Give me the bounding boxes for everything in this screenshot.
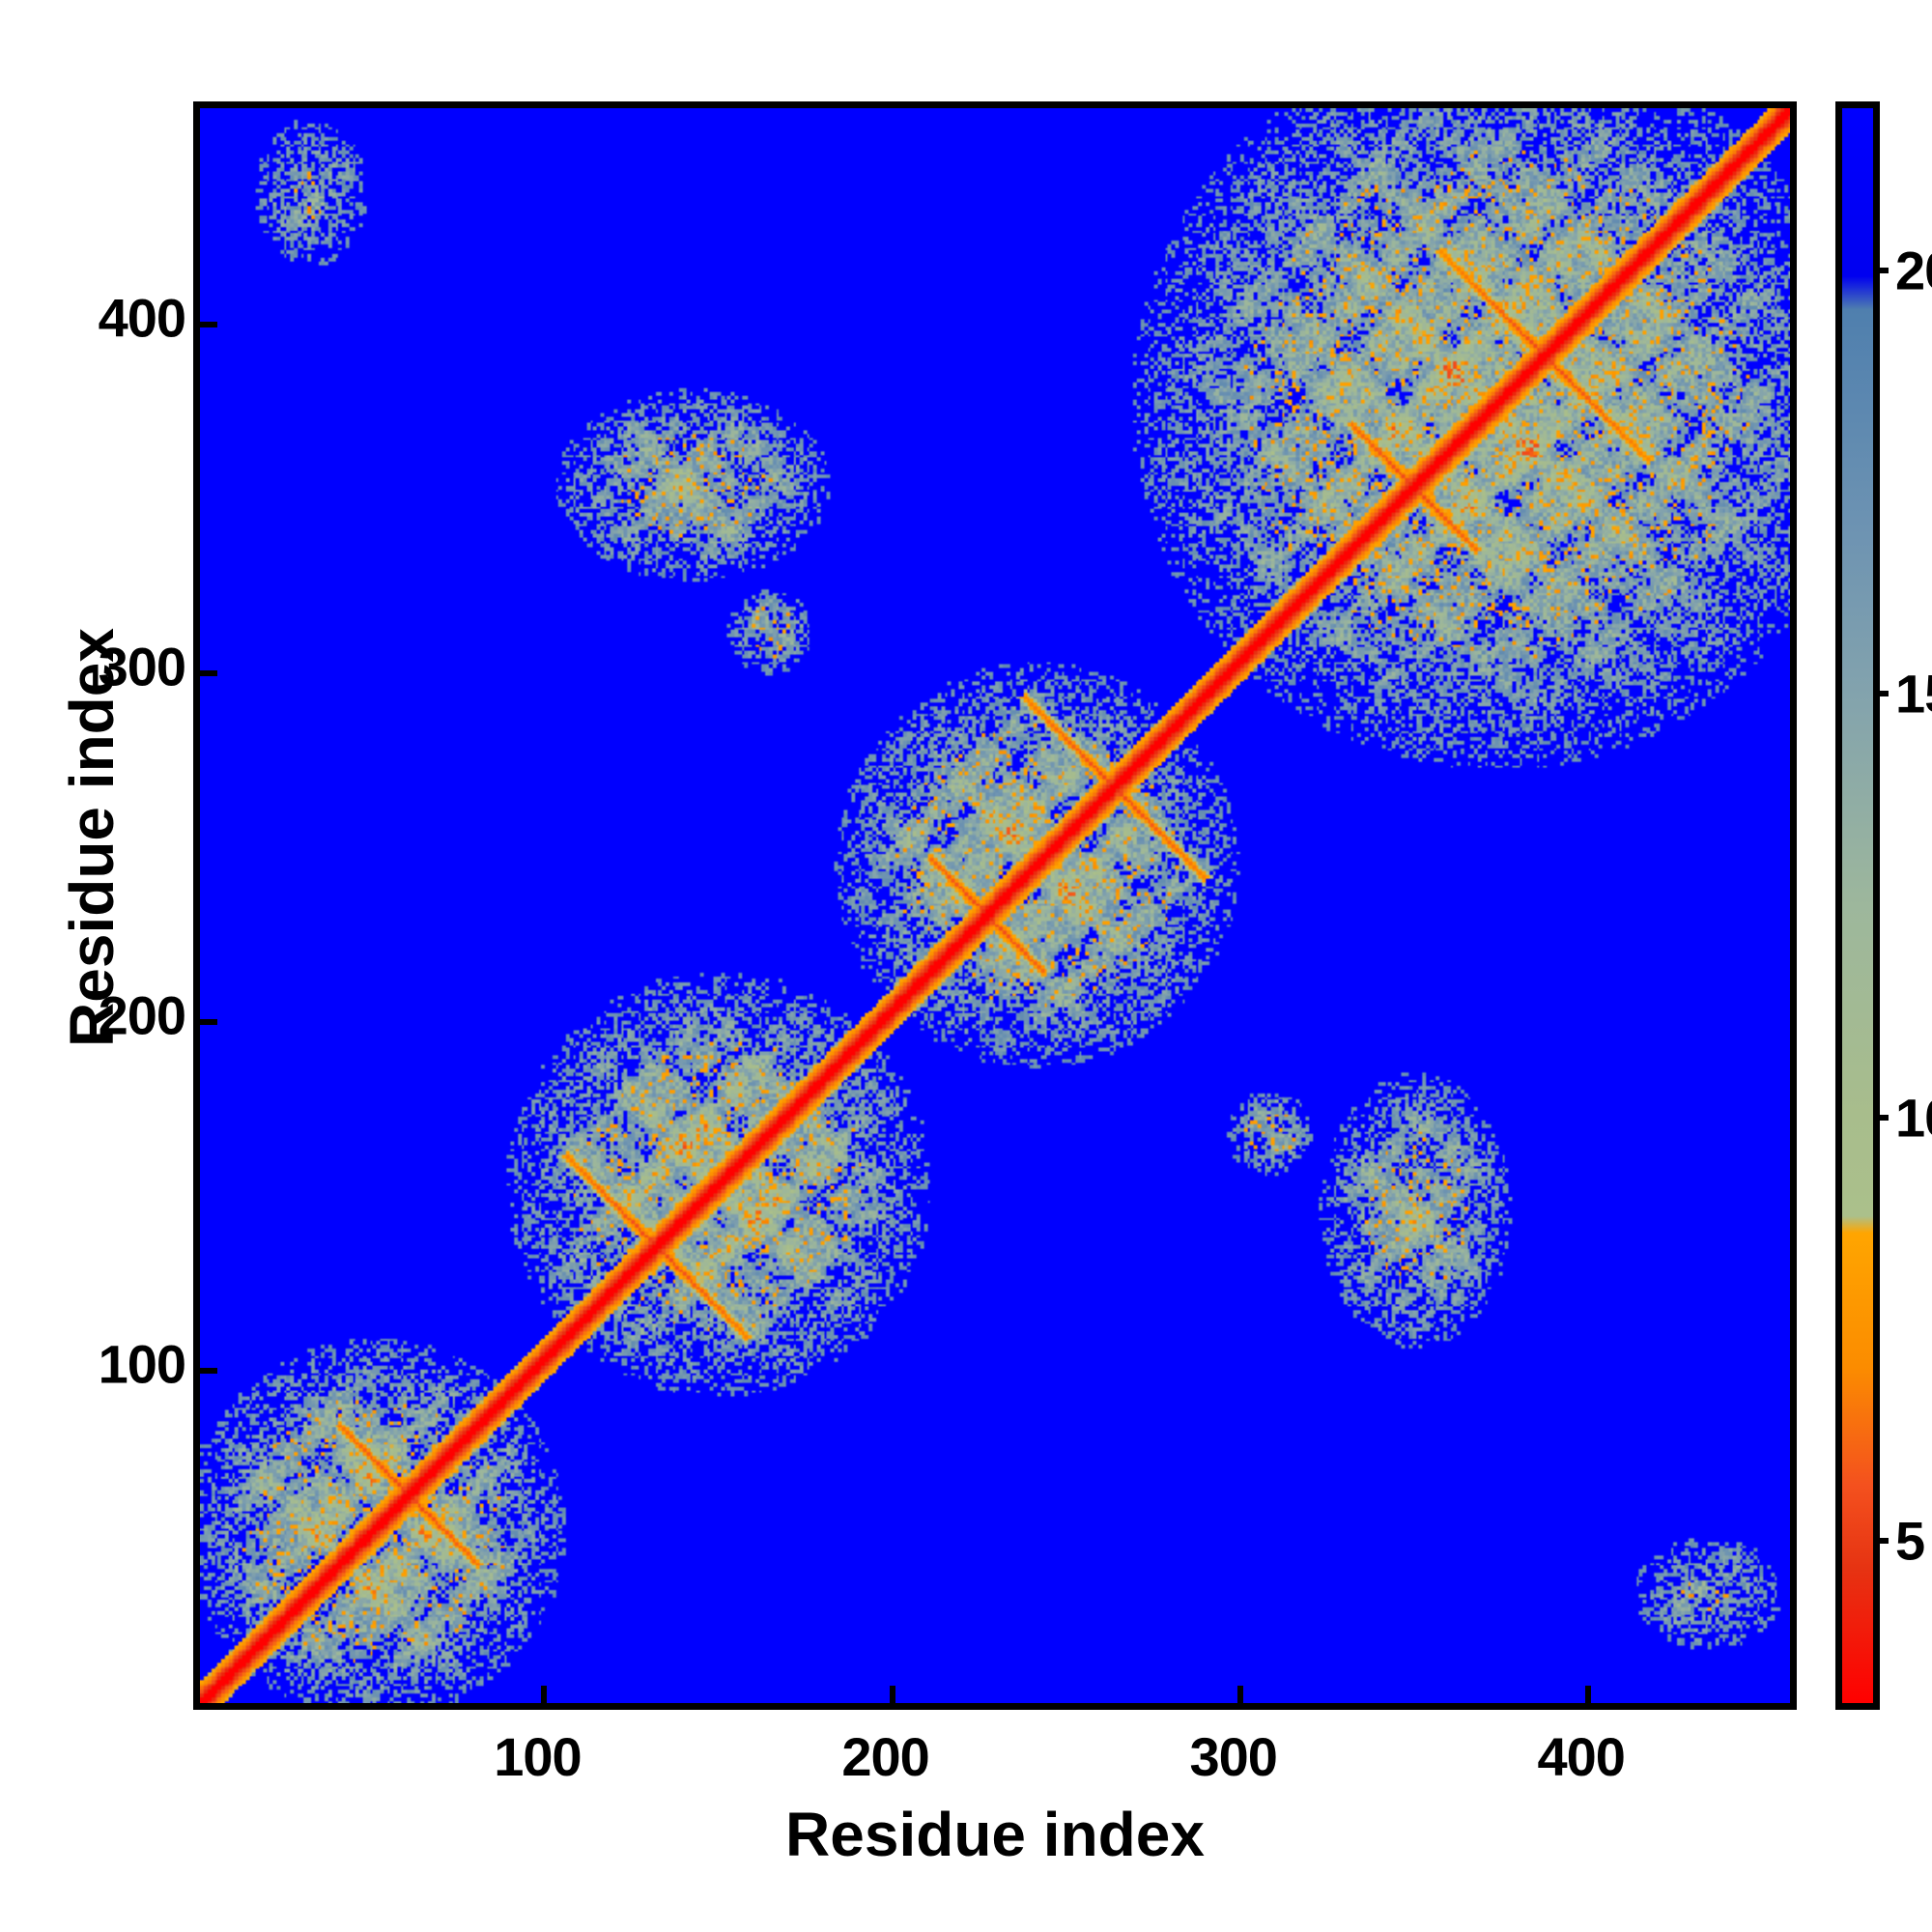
colorbar-container: 5 10 15 20 [1835, 101, 1932, 1710]
x-tick-label-300: 300 [1189, 1726, 1277, 1787]
x-axis-tick-labels: 100 200 300 400 [193, 1721, 1797, 1799]
y-tick-mark-300 [200, 670, 217, 677]
colorbar-tick-label-5: 5 [1895, 1510, 1925, 1572]
x-tick-label-200: 200 [841, 1726, 929, 1787]
heatmap-canvas [200, 108, 1790, 1703]
x-tick-label-400: 400 [1537, 1726, 1626, 1787]
x-tick-mark-400 [1584, 1686, 1591, 1703]
colorbar[interactable] [1835, 101, 1880, 1710]
colorbar-tick-mark-20 [1873, 268, 1889, 274]
colorbar-gradient [1842, 108, 1873, 1703]
colorbar-tick-label-10: 10 [1895, 1087, 1932, 1149]
colorbar-tick-mark-15 [1873, 691, 1889, 697]
x-tick-mark-100 [541, 1686, 548, 1703]
y-tick-label-400: 400 [98, 287, 186, 349]
y-axis-tick-labels: 100 200 300 400 [0, 101, 186, 1710]
y-tick-label-200: 200 [98, 984, 186, 1046]
x-tick-mark-300 [1236, 1686, 1243, 1703]
y-axis-title: Residue index [57, 628, 127, 1047]
x-tick-label-100: 100 [494, 1726, 582, 1787]
colorbar-tick-mark-10 [1873, 1114, 1889, 1121]
y-tick-mark-100 [200, 1368, 217, 1375]
y-tick-mark-200 [200, 1019, 217, 1026]
y-tick-label-300: 300 [98, 636, 186, 697]
y-tick-label-100: 100 [98, 1333, 186, 1395]
heatmap-plot-area[interactable] [193, 101, 1797, 1710]
x-axis-title: Residue index [785, 1800, 1205, 1869]
colorbar-tick-label-15: 15 [1895, 663, 1932, 724]
y-tick-mark-400 [200, 321, 217, 327]
x-tick-mark-200 [889, 1686, 895, 1703]
colorbar-tick-label-20: 20 [1895, 240, 1932, 301]
colorbar-tick-mark-5 [1873, 1537, 1889, 1544]
